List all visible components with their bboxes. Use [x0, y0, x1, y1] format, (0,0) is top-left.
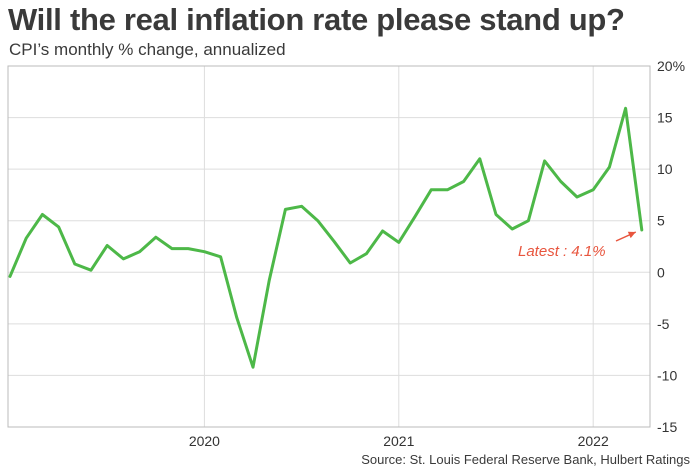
annotation-label: Latest : 4.1%	[518, 243, 606, 260]
y-tick-label: 15	[657, 110, 673, 126]
source-note: Source: St. Louis Federal Reserve Bank, …	[361, 452, 690, 467]
annotation-arrowhead	[627, 231, 636, 239]
x-tick-label: 2020	[189, 433, 220, 449]
x-tick-label: 2022	[578, 433, 609, 449]
y-tick-label: -15	[657, 419, 677, 435]
chart-title: Will the real inflation rate please stan…	[8, 2, 625, 37]
gridlines	[8, 66, 650, 427]
cpi-line	[8, 106, 644, 369]
plot-area	[8, 106, 644, 369]
y-tick-label: 10	[657, 161, 673, 177]
y-tick-label: 20%	[657, 58, 685, 74]
plot-frame	[7, 65, 651, 428]
chart-subtitle: CPI’s monthly % change, annualized	[9, 40, 286, 59]
y-tick-label: -10	[657, 367, 677, 383]
x-tick-label: 2021	[383, 433, 414, 449]
y-tick-label: -5	[657, 316, 670, 332]
y-tick-label: 5	[657, 213, 665, 229]
annotation: Latest : 4.1%	[518, 231, 637, 260]
y-tick-label: 0	[657, 264, 665, 280]
axes: 20% 15 10 5 0 -5 -10 -15 2020 2021 2022	[7, 58, 685, 449]
